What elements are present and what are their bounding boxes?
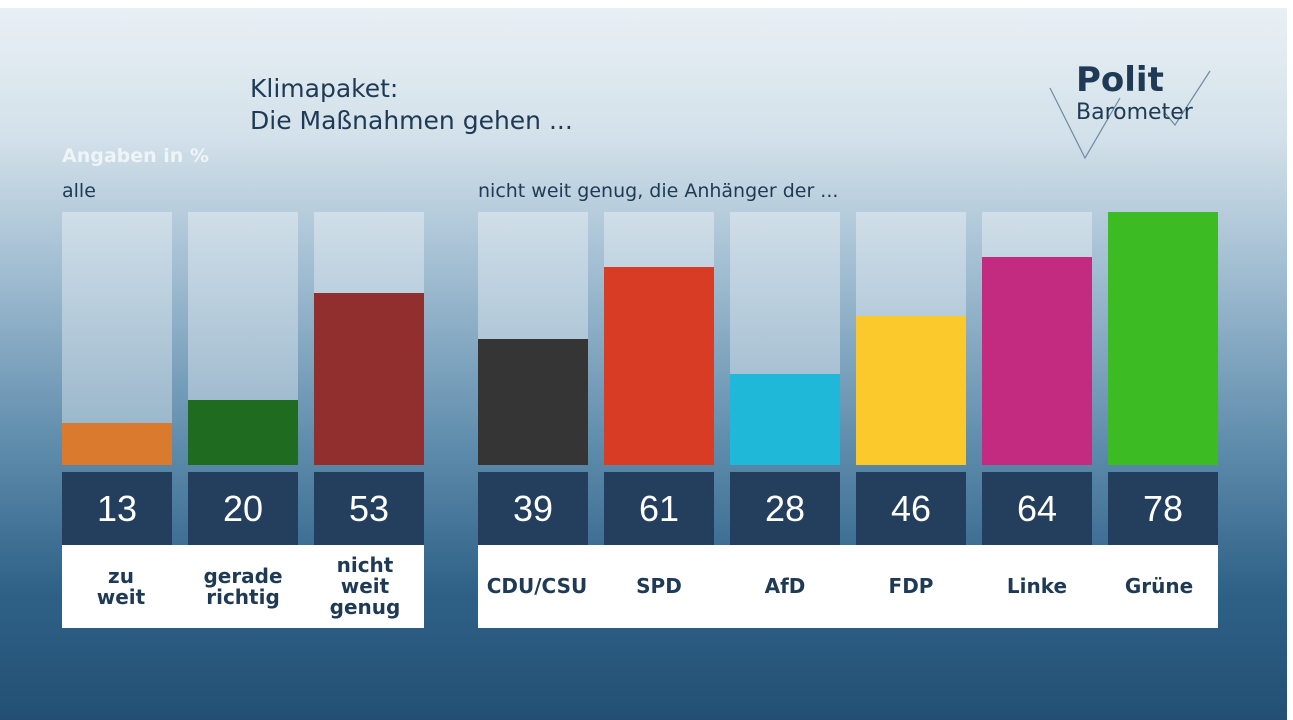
value-label: 20 xyxy=(188,472,298,545)
category-box: zu weit xyxy=(62,545,180,628)
category-box: FDP xyxy=(848,545,974,628)
bar xyxy=(188,400,298,465)
category-box: SPD xyxy=(596,545,722,628)
value-label: 46 xyxy=(856,472,966,545)
value-label: 28 xyxy=(730,472,840,545)
title-line: Klimapaket: xyxy=(250,74,398,103)
category-box: CDU/CSU xyxy=(478,545,596,628)
category-label: nicht weit genug xyxy=(330,555,401,618)
value-label: 13 xyxy=(62,472,172,545)
value-label: 53 xyxy=(314,472,424,545)
category-box: nicht weit genug xyxy=(306,545,424,628)
category-label: CDU/CSU xyxy=(487,576,588,597)
bar xyxy=(478,339,588,466)
panel-subtitle: nicht weit genug, die Anhänger der ... xyxy=(478,180,838,202)
category-box: gerade richtig xyxy=(180,545,306,628)
category-label: gerade richtig xyxy=(203,566,282,608)
value-label: 39 xyxy=(478,472,588,545)
page: Klimapaket: Die Maßnahmen gehen ... Anga… xyxy=(0,8,1287,720)
bar xyxy=(62,423,172,465)
bar xyxy=(730,374,840,465)
category-label: FDP xyxy=(889,576,934,597)
value-label: 61 xyxy=(604,472,714,545)
logo-text: Barometer xyxy=(1076,100,1193,125)
category-box: Linke xyxy=(974,545,1100,628)
category-box: AfD xyxy=(722,545,848,628)
category-label: Linke xyxy=(1007,576,1067,597)
value-label: 64 xyxy=(982,472,1092,545)
category-label: SPD xyxy=(636,576,682,597)
logo-text: Polit xyxy=(1076,60,1164,100)
category-box: Grüne xyxy=(1100,545,1218,628)
value-label: 78 xyxy=(1108,472,1218,545)
category-label: Grüne xyxy=(1125,576,1193,597)
bar xyxy=(856,316,966,465)
bar xyxy=(1108,212,1218,465)
title-line: Die Maßnahmen gehen ... xyxy=(250,106,573,135)
category-label: zu weit xyxy=(97,566,145,608)
bar xyxy=(604,267,714,465)
unit-note: Angaben in % xyxy=(62,145,209,167)
bar xyxy=(314,293,424,465)
category-label: AfD xyxy=(765,576,806,597)
bar xyxy=(982,257,1092,465)
panel-subtitle: alle xyxy=(62,180,96,202)
